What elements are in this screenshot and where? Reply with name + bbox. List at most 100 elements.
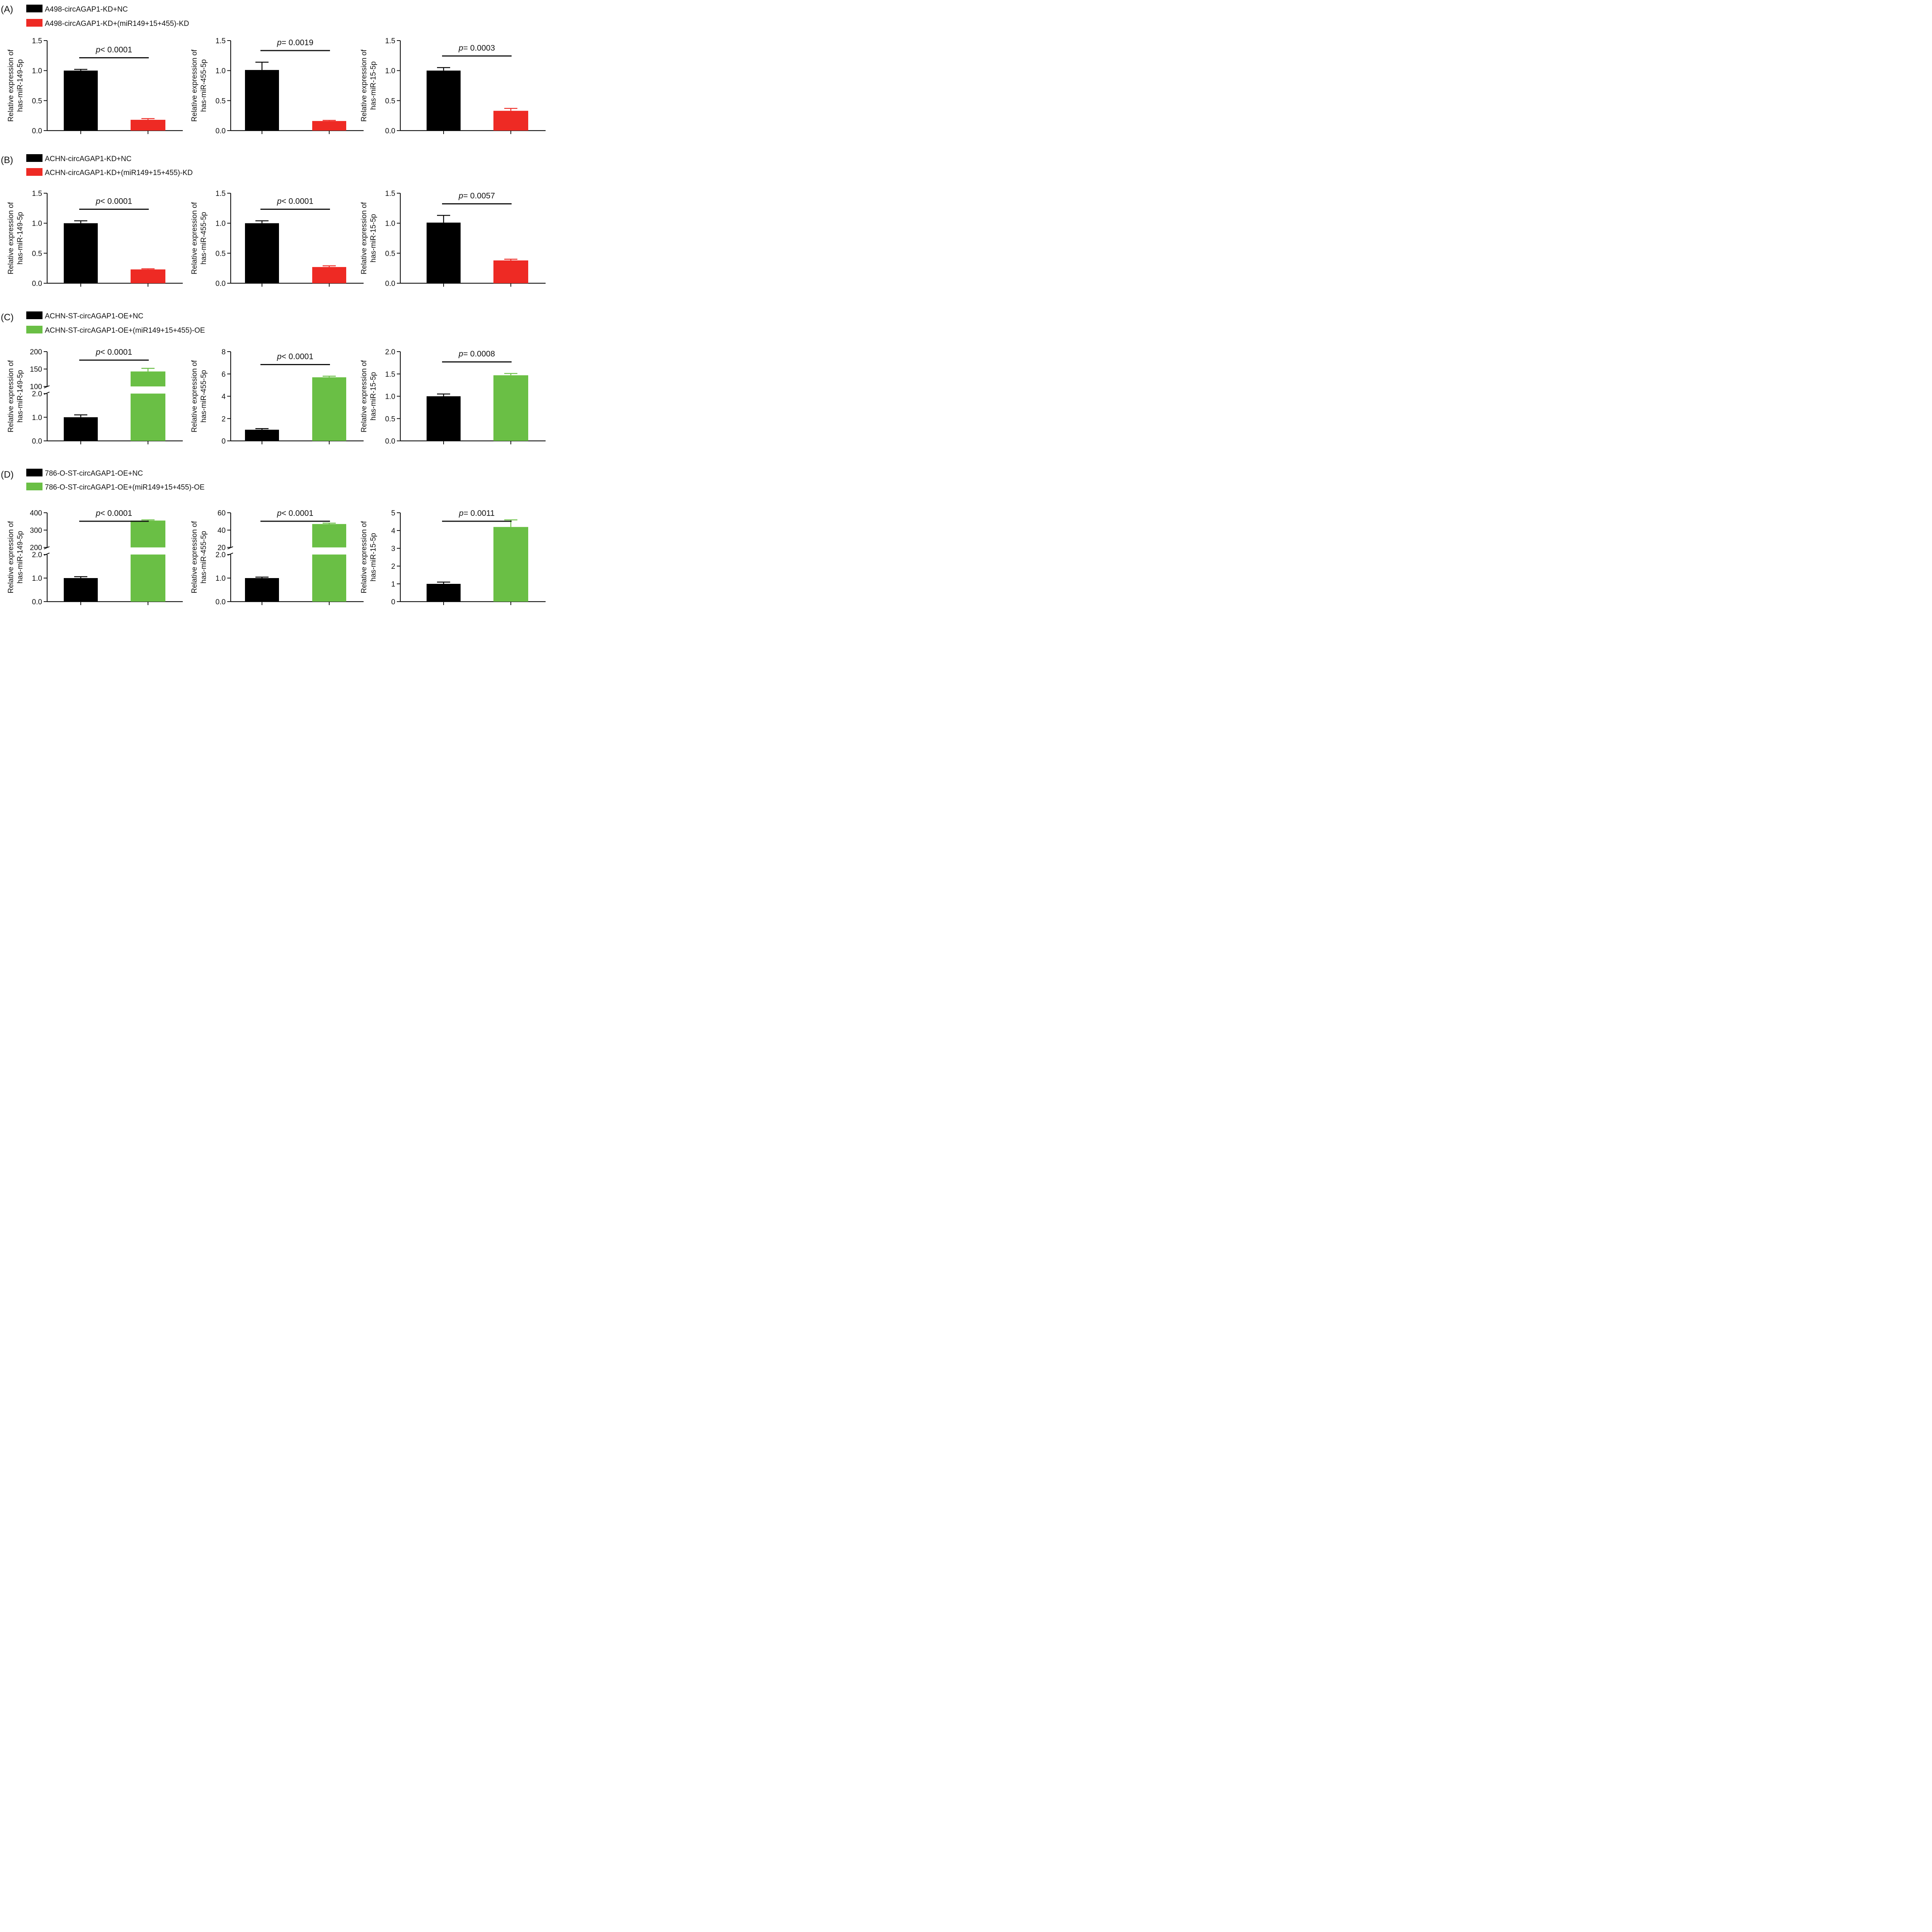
bar	[131, 120, 165, 131]
y-tick-label: 40	[218, 527, 226, 535]
y-tick-label: 0	[221, 437, 226, 446]
p-symbol: p	[277, 38, 282, 47]
y-tick-label: 2.0	[385, 348, 395, 356]
y-tick-label: 0.0	[32, 437, 42, 446]
y-tick-label: 4	[391, 527, 395, 535]
y-axis-label: has-miR-455-5p	[200, 212, 208, 264]
y-axis-label: Relative expression of	[7, 49, 15, 122]
bar	[493, 260, 528, 283]
y-tick-label: 200	[30, 348, 42, 356]
legend-panel-a: (A) A498-circAGAP1-KD+NC A498-circAGAP1-KD…	[1, 4, 189, 28]
bar	[64, 578, 98, 602]
bar	[427, 584, 461, 602]
bar	[312, 121, 346, 131]
p-value: < 0.0001	[100, 46, 132, 54]
bar	[427, 223, 461, 283]
p-symbol: p	[95, 46, 100, 54]
y-tick-label: 6	[221, 371, 226, 379]
legend-swatch	[26, 469, 43, 476]
y-tick-label: 1.5	[32, 190, 42, 198]
y-tick-label: 0.0	[216, 598, 226, 605]
y-axis-label: has-miR-149-5p	[16, 531, 24, 583]
y-axis-label: Relative expression of	[360, 202, 368, 274]
y-tick-label: 0.5	[216, 250, 226, 258]
bar	[245, 430, 279, 441]
p-value-label: p< 0.0001	[277, 197, 313, 206]
y-tick-label: 2.0	[216, 551, 226, 559]
y-axis-label: has-miR-149-5p	[16, 59, 24, 112]
legend-swatch	[26, 154, 43, 162]
y-axis-label: has-miR-455-5p	[200, 370, 208, 422]
y-tick-label: 0.5	[216, 97, 226, 105]
bar	[131, 520, 165, 548]
p-value: = 0.0008	[463, 350, 495, 359]
bar	[64, 223, 98, 283]
y-tick-label: 0.0	[216, 280, 226, 288]
y-axis-label: has-miR-149-5p	[16, 370, 24, 422]
y-axis-label: has-miR-455-5p	[200, 531, 208, 583]
bar	[64, 417, 98, 441]
bar	[64, 70, 98, 131]
y-axis-label: Relative expression of	[360, 360, 368, 432]
bar	[427, 70, 461, 131]
y-tick-label: 20	[218, 544, 226, 552]
p-value: < 0.0001	[100, 197, 132, 206]
panel-label: (B)	[1, 155, 13, 165]
y-tick-label: 1.0	[32, 575, 42, 583]
legend-label: ACHN-ST-circAGAP1-OE+NC	[45, 312, 143, 320]
p-value-label: p= 0.0057	[458, 191, 495, 200]
y-tick-label: 1.5	[32, 37, 42, 45]
y-axis-label: Relative expression of	[360, 521, 368, 594]
y-tick-label: 400	[30, 509, 42, 517]
figure-canvas: (A) A498-circAGAP1-KD+NC A498-circAGAP1-KD…	[1, 4, 546, 606]
chart-panel-c-1: Relative expression of has-miR-149-5p 0.0 1…	[7, 348, 183, 446]
y-tick-label: 2	[391, 563, 395, 571]
p-value-label: p= 0.0008	[458, 350, 495, 359]
p-value-label: p< 0.0001	[277, 509, 313, 518]
y-axis-label: Relative expression of	[190, 521, 199, 594]
chart-panel-c-3: Relative expression of has-miR-15-5p 0.0 0.…	[360, 348, 546, 446]
p-value: < 0.0001	[282, 352, 313, 361]
p-value-label: p< 0.0001	[95, 46, 132, 54]
y-tick-label: 1.5	[385, 37, 395, 45]
y-tick-label: 1.0	[385, 220, 395, 228]
y-tick-label: 2.0	[32, 390, 42, 398]
y-tick-label: 300	[30, 527, 42, 535]
chart-panel-a-1: Relative expression of has-miR-149-5p 0.0 0…	[7, 37, 183, 135]
y-tick-label: 0.0	[32, 598, 42, 605]
p-value: < 0.0001	[100, 348, 132, 357]
y-tick-label: 60	[218, 509, 226, 517]
y-tick-label: 1.5	[216, 37, 226, 45]
y-tick-label: 0.5	[385, 97, 395, 105]
legend-label: A498-circAGAP1-KD+NC	[45, 5, 128, 14]
y-tick-label: 0.0	[216, 127, 226, 135]
y-tick-label: 1.0	[216, 220, 226, 228]
chart-panel-a-3: Relative expression of has-miR-15-5p 0.0 0.…	[360, 37, 546, 135]
y-tick-label: 4	[221, 393, 226, 401]
chart-panel-a-2: Relative expression of has-miR-455-5p 0.0 0…	[190, 37, 364, 135]
y-axis-label: Relative expression of	[190, 360, 199, 432]
bar	[493, 375, 528, 441]
p-value-label: p= 0.0019	[277, 38, 313, 47]
y-axis-label: Relative expression of	[7, 521, 15, 594]
bar	[427, 396, 461, 441]
bar	[245, 223, 279, 283]
y-tick-label: 1.5	[385, 190, 395, 198]
bar	[245, 70, 279, 131]
y-tick-label: 1.0	[216, 67, 226, 75]
y-axis-label: has-miR-15-5p	[369, 214, 378, 263]
legend-label: 786-O-ST-circAGAP1-OE+(miR149+15+455)-OE	[45, 483, 204, 492]
p-symbol: p	[95, 509, 100, 518]
p-symbol: p	[459, 509, 464, 518]
p-value-label: p< 0.0001	[95, 197, 132, 206]
p-symbol: p	[277, 509, 282, 518]
legend-panel-c: (C) ACHN-ST-circAGAP1-OE+NC ACHN-ST-circAG…	[1, 311, 205, 335]
y-axis-label: Relative expression of	[190, 202, 199, 274]
bar	[312, 267, 346, 283]
y-axis-label: has-miR-15-5p	[369, 61, 378, 110]
y-tick-label: 1.0	[32, 414, 42, 422]
y-tick-label: 2	[221, 415, 226, 423]
bar	[131, 371, 165, 387]
legend-swatch	[26, 311, 43, 319]
y-tick-label: 150	[30, 366, 42, 374]
